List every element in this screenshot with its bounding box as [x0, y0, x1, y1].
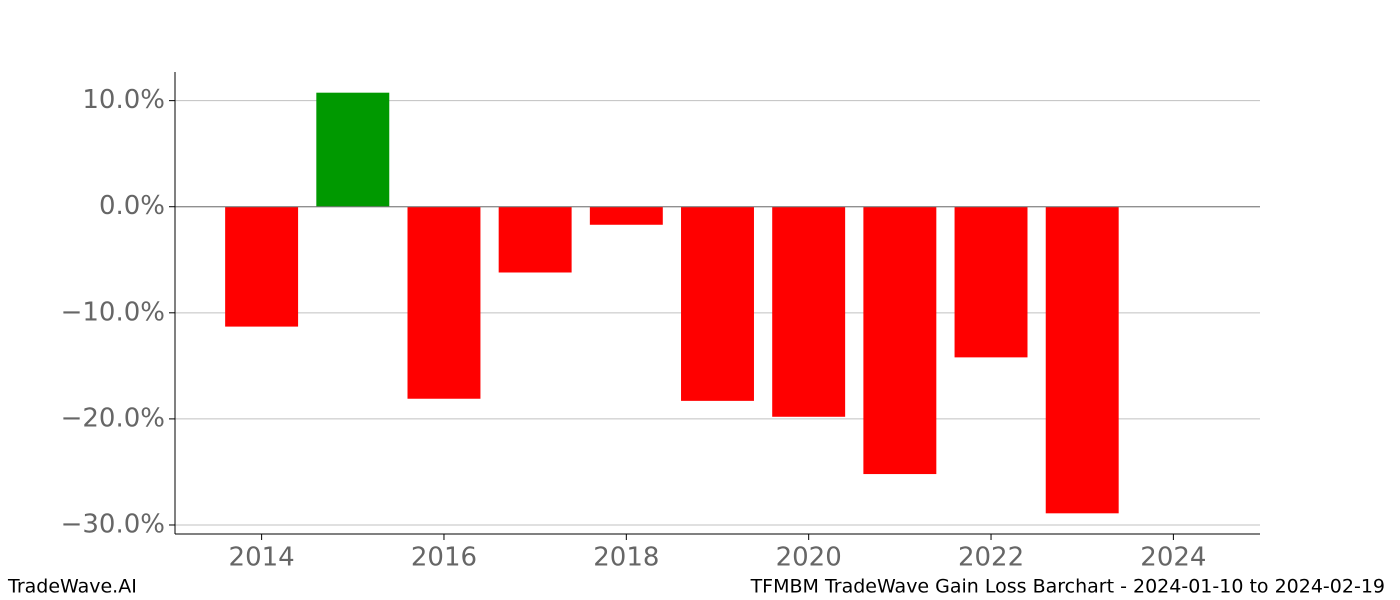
x-tick-label: 2014 — [229, 543, 295, 573]
x-tick-label: 2018 — [593, 543, 659, 573]
bar — [772, 206, 846, 417]
footer-right: TFMBM TradeWave Gain Loss Barchart - 202… — [750, 576, 1385, 598]
y-tick-label: −20.0% — [61, 403, 165, 433]
footer-left: TradeWave.AI — [7, 576, 137, 598]
bar — [407, 206, 481, 399]
x-tick-label: 2022 — [958, 543, 1024, 573]
bar — [681, 206, 754, 401]
y-tick-label: 10.0% — [82, 85, 165, 115]
y-tick-label: 0.0% — [99, 191, 165, 221]
bar — [225, 206, 299, 327]
bar — [954, 206, 1028, 358]
bar — [863, 206, 937, 475]
y-tick-label: −10.0% — [61, 297, 165, 327]
x-tick-label: 2024 — [1140, 543, 1206, 573]
bar — [1045, 206, 1119, 514]
y-tick-label: −30.0% — [61, 509, 165, 539]
x-tick-label: 2016 — [411, 543, 477, 573]
bar — [589, 206, 663, 225]
bar — [498, 206, 572, 273]
x-tick-label: 2020 — [776, 543, 842, 573]
bar — [316, 92, 390, 207]
